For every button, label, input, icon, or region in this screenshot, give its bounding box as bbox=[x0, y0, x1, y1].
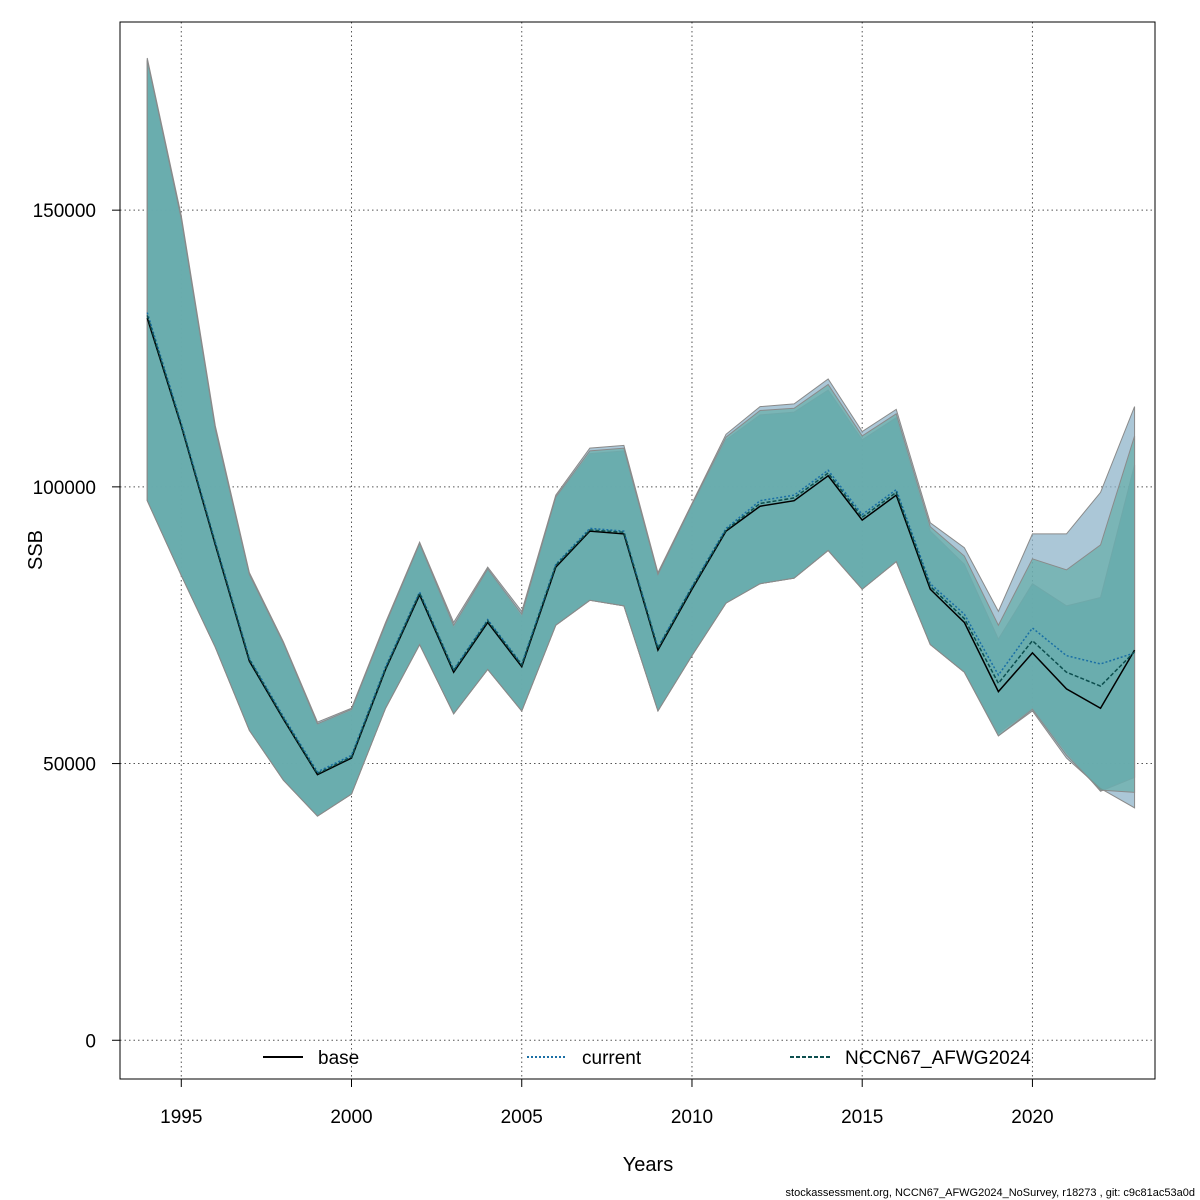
confidence-bands bbox=[146, 57, 1136, 817]
plot-frame bbox=[119, 21, 1156, 1080]
legend: base current NCCN67_AFWG2024 bbox=[263, 1048, 1031, 1069]
legend-label-base: base bbox=[318, 1048, 359, 1069]
x-tick-label-2010: 2010 bbox=[671, 1107, 713, 1128]
legend-label-NCCN67_AFWG2024: NCCN67_AFWG2024 bbox=[845, 1048, 1031, 1069]
y-axis: 0 50000 100000 150000 bbox=[33, 201, 120, 1052]
x-tick-label-2015: 2015 bbox=[841, 1107, 883, 1128]
x-tick-label-1995: 1995 bbox=[160, 1107, 202, 1128]
legend-label-current: current bbox=[582, 1048, 642, 1069]
y-tick-label-0: 0 bbox=[85, 1031, 96, 1052]
footer-credit: stockassessment.org, NCCN67_AFWG2024_NoS… bbox=[786, 1187, 1195, 1199]
y-tick-label-50000: 50000 bbox=[43, 755, 96, 776]
series-lines bbox=[146, 312, 1136, 776]
y-tick-label-100000: 100000 bbox=[33, 478, 96, 499]
x-axis: 1995 2000 2005 2010 2015 2020 bbox=[160, 1079, 1054, 1128]
y-tick-label-150000: 150000 bbox=[33, 201, 96, 222]
x-tick-label-2000: 2000 bbox=[330, 1107, 372, 1128]
line-NCCN67_AFWG2024 bbox=[146, 315, 1136, 775]
x-axis-title: Years bbox=[623, 1154, 673, 1176]
band-NCCN67_AFWG2024 bbox=[146, 59, 1136, 817]
y-axis-title: SSB bbox=[25, 530, 47, 570]
grid-lines bbox=[120, 22, 1155, 1079]
x-tick-label-2005: 2005 bbox=[501, 1107, 543, 1128]
x-tick-label-2020: 2020 bbox=[1011, 1107, 1053, 1128]
